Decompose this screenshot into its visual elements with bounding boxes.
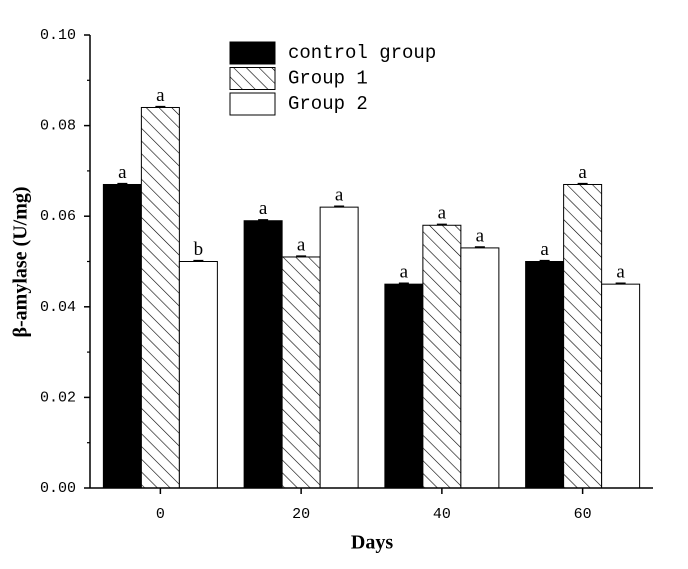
bar xyxy=(319,206,359,489)
legend-label: control group xyxy=(288,42,436,64)
x-tick-label: 40 xyxy=(433,506,451,523)
bar xyxy=(422,224,462,489)
error-bar xyxy=(539,259,550,262)
significance-letter: a xyxy=(335,185,344,206)
error-bar xyxy=(436,223,447,226)
bar xyxy=(460,247,500,489)
bar xyxy=(563,183,603,489)
bar xyxy=(384,283,424,489)
significance-letter: a xyxy=(438,203,447,224)
legend-swatch xyxy=(229,67,276,90)
bar xyxy=(178,261,218,489)
y-tick-label: 0.06 xyxy=(40,208,76,225)
x-tick-label: 60 xyxy=(574,506,592,523)
significance-letter: a xyxy=(297,234,306,255)
error-bar xyxy=(117,182,128,185)
y-tick-label: 0.04 xyxy=(40,299,76,316)
error-bar xyxy=(334,205,345,208)
significance-letter: a xyxy=(156,85,165,106)
y-tick-label: 0.08 xyxy=(40,118,76,135)
error-bar xyxy=(577,182,588,185)
error-bar xyxy=(615,282,626,285)
x-tick-label: 20 xyxy=(292,506,310,523)
y-tick-label: 0.02 xyxy=(40,389,76,406)
error-bar xyxy=(474,246,485,248)
bar xyxy=(281,256,321,489)
bar xyxy=(140,106,180,489)
y-axis-title: β-amylase (U/mg) xyxy=(10,186,32,337)
error-bar xyxy=(193,259,204,262)
y-tick-label: 0.00 xyxy=(40,480,76,497)
significance-letter: a xyxy=(118,162,127,183)
legend-swatch xyxy=(229,41,276,65)
error-bar xyxy=(258,219,269,221)
error-bar xyxy=(155,105,166,108)
significance-letter: a xyxy=(616,262,625,283)
legend-label: Group 1 xyxy=(288,68,368,90)
bar xyxy=(102,183,142,489)
x-tick-label: 0 xyxy=(156,506,165,523)
significance-letter: a xyxy=(400,262,409,283)
x-axis-title: Days xyxy=(351,532,393,554)
legend-label: Group 2 xyxy=(288,93,368,115)
bar xyxy=(601,283,641,489)
significance-letter: a xyxy=(476,225,485,246)
significance-letter: b xyxy=(194,239,204,260)
y-tick-label: 0.10 xyxy=(40,27,76,44)
legend-swatch xyxy=(229,92,276,116)
error-bar xyxy=(398,282,409,285)
bar xyxy=(243,220,283,489)
significance-letter: a xyxy=(259,198,268,219)
significance-letter: a xyxy=(540,239,549,260)
bar xyxy=(525,261,565,489)
error-bar xyxy=(296,255,307,257)
significance-letter: a xyxy=(578,162,587,183)
